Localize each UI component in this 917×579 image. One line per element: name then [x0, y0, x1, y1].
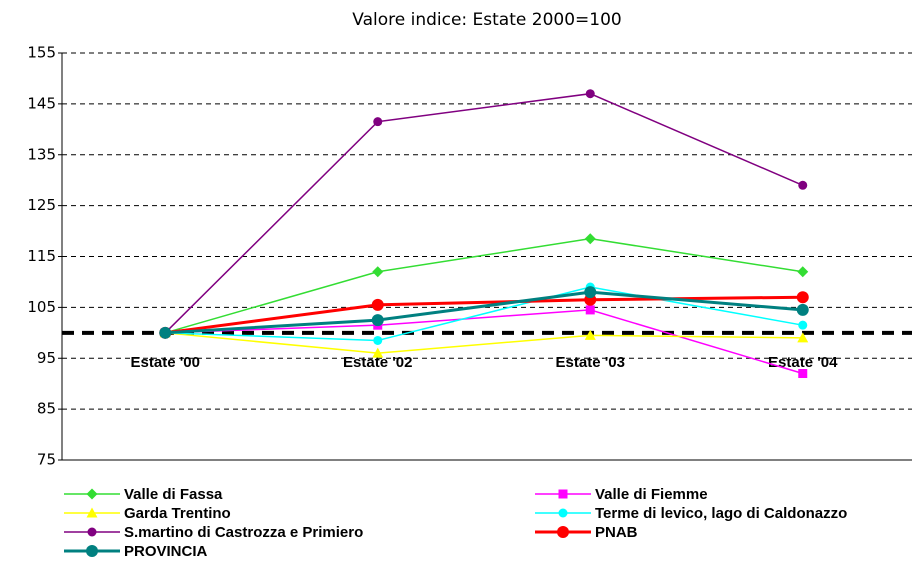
marker: [373, 117, 383, 127]
marker: [798, 320, 808, 330]
marker: [557, 526, 569, 538]
chart-title: Valore indice: Estate 2000=100: [352, 10, 621, 30]
series-line: [164, 92, 804, 334]
marker: [797, 266, 809, 278]
y-tick-label: 125: [27, 196, 56, 214]
marker: [87, 527, 97, 537]
x-tick-label: Estate '00: [131, 354, 200, 371]
legend-label: Terme di levico, lago di Caldonazzo: [595, 505, 847, 522]
series-line: [165, 295, 803, 335]
legend-label: PROVINCIA: [124, 543, 208, 560]
x-tick-label: Estate '04: [768, 354, 838, 371]
series-line: [165, 237, 803, 334]
series-line: [165, 286, 803, 342]
legend-label: Garda Trentino: [124, 505, 231, 522]
x-tick-label: Estate '02: [343, 354, 412, 371]
marker: [584, 286, 597, 299]
y-tick-label: 155: [27, 44, 56, 62]
marker: [86, 507, 98, 518]
marker: [86, 488, 98, 500]
marker: [372, 266, 384, 278]
marker: [558, 489, 568, 499]
marker: [585, 305, 595, 315]
legend-label: S.martino di Castrozza e Primiero: [124, 524, 363, 541]
marker: [796, 303, 809, 316]
series-line: [165, 332, 803, 354]
marker: [798, 369, 808, 379]
marker: [584, 233, 596, 245]
marker: [371, 298, 384, 311]
marker: [371, 314, 384, 327]
legend-label: Valle di Fassa: [124, 486, 223, 503]
x-tick-label: Estate '03: [556, 354, 625, 371]
marker: [798, 180, 808, 190]
marker: [797, 332, 809, 343]
y-tick-label: 145: [27, 94, 56, 112]
marker: [86, 545, 98, 557]
series-line: [165, 290, 803, 335]
marker: [373, 335, 383, 345]
series-line: [165, 309, 803, 375]
marker: [558, 508, 568, 518]
legend-label: PNAB: [595, 524, 638, 541]
y-tick-label: 105: [27, 298, 56, 316]
y-tick-label: 135: [27, 145, 56, 163]
marker: [159, 326, 172, 339]
y-tick-label: 95: [37, 349, 56, 367]
y-tick-label: 115: [27, 247, 56, 265]
y-tick-label: 75: [37, 451, 56, 469]
marker: [372, 347, 384, 358]
marker: [796, 291, 809, 304]
marker: [584, 329, 596, 340]
legend-label: Valle di Fiemme: [595, 486, 708, 503]
marker: [585, 89, 595, 99]
y-tick-label: 85: [37, 400, 56, 418]
